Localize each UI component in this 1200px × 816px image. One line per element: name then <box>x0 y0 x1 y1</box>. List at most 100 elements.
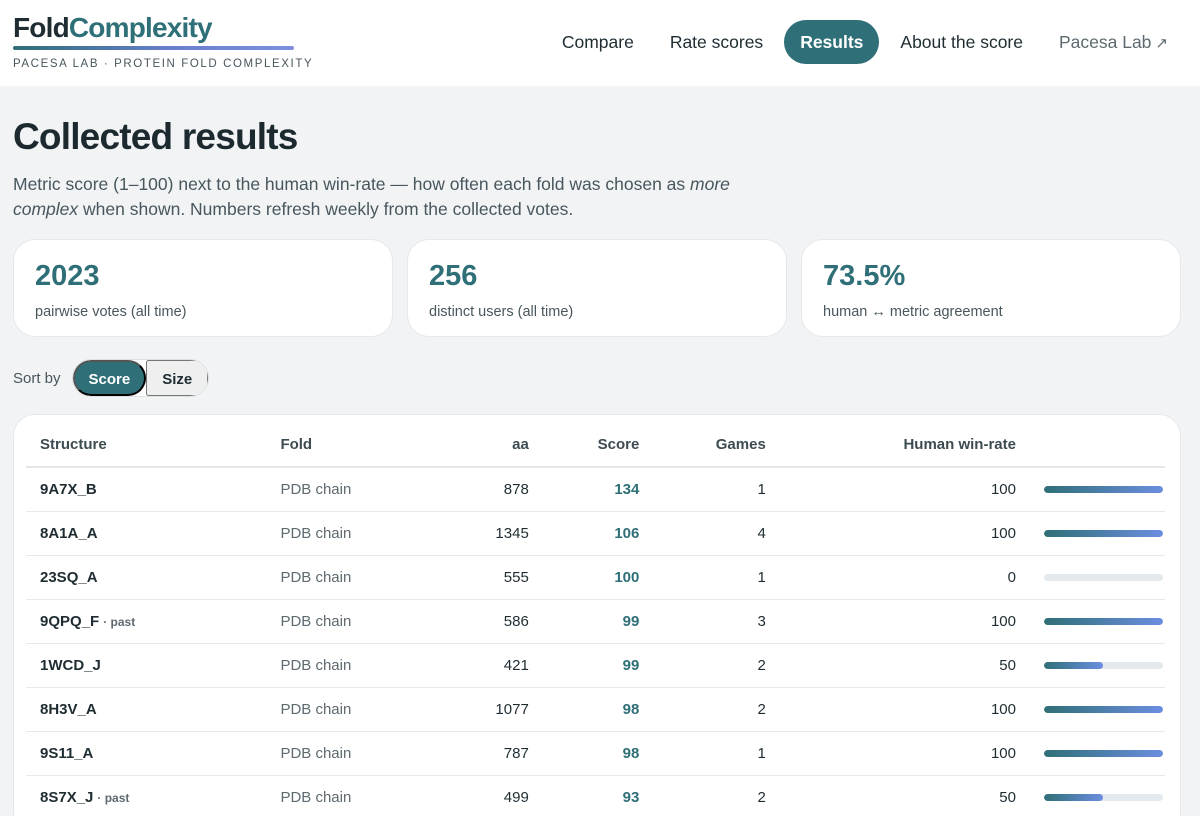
table-row[interactable]: 1WCD_J PDB chain 421 99 2 50 <box>26 643 1165 688</box>
cell-score: 99 <box>542 599 654 644</box>
cell-structure: 9A7X_B <box>26 467 267 512</box>
cell-score: 93 <box>542 775 654 816</box>
table-row[interactable]: 9A7X_B PDB chain 878 134 1 100 <box>26 467 1165 512</box>
column-header-structure: Structure <box>26 423 267 468</box>
column-header-fold: Fold <box>266 423 426 468</box>
cell-score: 98 <box>542 731 654 776</box>
structure-id: 9S11_A <box>40 744 94 762</box>
table-row[interactable]: 8A1A_A PDB chain 1345 106 4 100 <box>26 511 1165 556</box>
cell-score: 106 <box>542 511 654 556</box>
cell-score: 100 <box>542 555 654 600</box>
cell-aa: 555 <box>425 555 543 600</box>
cell-structure: 23SQ_A <box>26 555 267 600</box>
win-rate-bar-track <box>1043 706 1163 714</box>
cell-win-rate: 100 <box>779 599 1030 644</box>
past-badge: · past <box>103 614 136 629</box>
cell-win-rate: 100 <box>779 731 1030 776</box>
cell-games: 2 <box>653 643 780 688</box>
cell-games: 1 <box>653 555 780 600</box>
table-row[interactable]: 9QPQ_F · past PDB chain 586 99 3 100 <box>26 599 1165 644</box>
table-row[interactable]: 23SQ_A PDB chain 555 100 1 0 <box>26 555 1165 600</box>
cell-games: 3 <box>653 599 780 644</box>
win-rate-bar-track <box>1043 750 1163 758</box>
structure-id: 9QPQ_F <box>40 612 100 630</box>
structure-id: 1WCD_J <box>40 656 101 674</box>
brand-logo[interactable]: FoldComplexity <box>13 12 313 44</box>
cell-structure: 9QPQ_F · past <box>26 599 267 644</box>
table-body: 9A7X_B PDB chain 878 134 1 100 8A1A_A PDB chain… <box>26 467 1165 816</box>
sort-score-button[interactable]: Score <box>72 360 147 396</box>
subtitle-emphasis: more complex <box>13 174 730 219</box>
win-rate-bar-fill <box>1043 530 1163 538</box>
sort-label: Sort by <box>13 369 61 387</box>
structure-id: 8A1A_A <box>40 524 98 542</box>
cell-aa: 1077 <box>425 687 543 732</box>
stat-label-users: distinct users (all time) <box>429 304 574 320</box>
nav-results[interactable]: Results <box>784 20 880 64</box>
cell-fold: PDB chain <box>266 687 426 732</box>
stat-card-agreement: 73.5% human ↔ metric agreement <box>801 239 1181 337</box>
brand[interactable]: FoldComplexity PACESA LAB · PROTEIN FOLD… <box>13 12 313 70</box>
site-header: FoldComplexity PACESA LAB · PROTEIN FOLD… <box>0 0 1200 86</box>
nav-rate-scores[interactable]: Rate scores <box>669 32 764 52</box>
column-header-score: Score <box>542 423 654 468</box>
cell-games: 4 <box>653 511 780 556</box>
column-header-human-win-rate: Human win-rate <box>779 423 1030 468</box>
nav-about-the-score[interactable]: About the score <box>900 32 1023 52</box>
win-rate-bar-track <box>1043 794 1163 802</box>
table-header-row: Structure Fold aa Score Games Human win-… <box>26 423 1165 468</box>
win-rate-bar-track <box>1043 618 1163 626</box>
nav-pacesa-lab-label: Pacesa Lab <box>1058 32 1152 52</box>
stat-label-agreement: human ↔ metric agreement <box>823 304 1003 320</box>
cell-win-rate-bar <box>1029 511 1165 556</box>
cell-win-rate: 100 <box>779 687 1030 732</box>
cell-win-rate-bar <box>1029 555 1165 600</box>
structure-id: 8H3V_A <box>40 700 97 718</box>
column-header-games: Games <box>653 423 780 468</box>
sort-bar: Sort by Score Size <box>13 359 210 397</box>
cell-win-rate-bar <box>1029 687 1165 732</box>
cell-games: 1 <box>653 731 780 776</box>
cell-win-rate-bar <box>1029 731 1165 776</box>
nav-pacesa-lab-link[interactable]: Pacesa Lab ↗ <box>1041 20 1186 64</box>
sort-size-button[interactable]: Size <box>146 360 209 396</box>
cell-aa: 878 <box>425 467 543 512</box>
cell-win-rate-bar <box>1029 467 1165 512</box>
cell-structure: 1WCD_J <box>26 643 267 688</box>
stat-card-votes: 2023 pairwise votes (all time) <box>13 239 393 337</box>
nav-compare[interactable]: Compare <box>561 32 634 52</box>
cell-fold: PDB chain <box>266 467 426 512</box>
win-rate-bar-fill <box>1043 706 1163 714</box>
results-table-card: Structure Fold aa Score Games Human win-… <box>13 414 1181 816</box>
stat-label-votes: pairwise votes (all time) <box>35 304 187 320</box>
cell-structure: 9S11_A <box>26 731 267 776</box>
cell-score: 134 <box>542 467 654 512</box>
stat-card-users: 256 distinct users (all time) <box>407 239 787 337</box>
table-row[interactable]: 8S7X_J · past PDB chain 499 93 2 50 <box>26 775 1165 816</box>
structure-id: 23SQ_A <box>40 568 98 586</box>
cell-fold: PDB chain <box>266 599 426 644</box>
past-badge: · past <box>97 790 130 805</box>
cell-score: 99 <box>542 643 654 688</box>
results-table: Structure Fold aa Score Games Human win-… <box>26 423 1165 816</box>
subtitle-text-end: when shown. Numbers refresh weekly from … <box>78 199 574 219</box>
cell-win-rate: 50 <box>779 643 1030 688</box>
cell-structure: 8H3V_A <box>26 687 267 732</box>
table-row[interactable]: 9S11_A PDB chain 787 98 1 100 <box>26 731 1165 776</box>
cell-games: 2 <box>653 687 780 732</box>
page-title: Collected results <box>13 116 298 157</box>
page-subtitle: Metric score (1–100) next to the human w… <box>13 172 773 222</box>
win-rate-bar-fill <box>1043 486 1163 494</box>
brand-name-part1: Fold <box>13 12 70 43</box>
win-rate-bar-fill <box>1043 750 1163 758</box>
structure-id: 8S7X_J <box>40 788 94 806</box>
stat-value-votes: 2023 <box>35 260 100 292</box>
column-header-bar <box>1029 423 1165 468</box>
main-nav: Compare Rate scores Results About the sc… <box>544 20 1186 64</box>
stat-value-agreement: 73.5% <box>823 260 906 292</box>
table-row[interactable]: 8H3V_A PDB chain 1077 98 2 100 <box>26 687 1165 732</box>
cell-win-rate-bar <box>1029 775 1165 816</box>
cell-win-rate: 100 <box>779 511 1030 556</box>
cell-win-rate-bar <box>1029 643 1165 688</box>
cell-structure: 8S7X_J · past <box>26 775 267 816</box>
